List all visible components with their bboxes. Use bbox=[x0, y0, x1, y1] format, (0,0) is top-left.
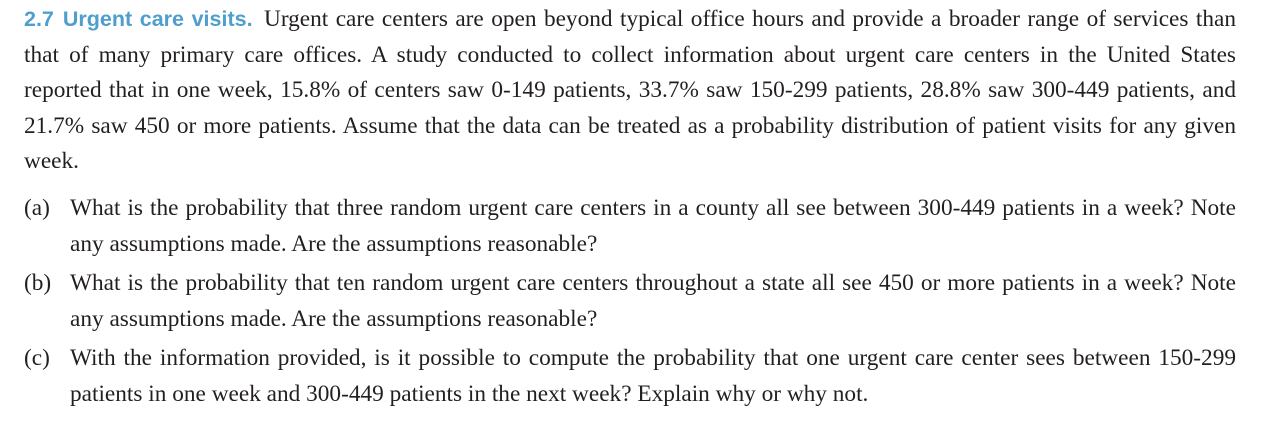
part-text: With the information provided, is it pos… bbox=[70, 345, 1236, 407]
exercise-number: 2.7 bbox=[24, 7, 54, 31]
exercise-part-a: (a) What is the probability that three r… bbox=[24, 191, 1236, 262]
part-label: (a) bbox=[24, 195, 50, 221]
part-text: What is the probability that ten random … bbox=[70, 270, 1236, 332]
exercise-intro-paragraph: 2.7 Urgent care visits. Urgent care cente… bbox=[24, 2, 1236, 180]
exercise-intro-text: Urgent care centers are open beyond typi… bbox=[24, 6, 1237, 174]
exercise-part-c: (c) With the information provided, is it… bbox=[24, 341, 1236, 412]
exercise-title: Urgent care visits. bbox=[62, 7, 253, 31]
part-label: (b) bbox=[24, 270, 52, 296]
exercise-parts-list: (a) What is the probability that three r… bbox=[24, 191, 1236, 416]
part-text: What is the probability that three rando… bbox=[70, 195, 1236, 257]
part-label: (c) bbox=[24, 345, 50, 371]
exercise-part-b: (b) What is the probability that ten ran… bbox=[24, 266, 1236, 337]
